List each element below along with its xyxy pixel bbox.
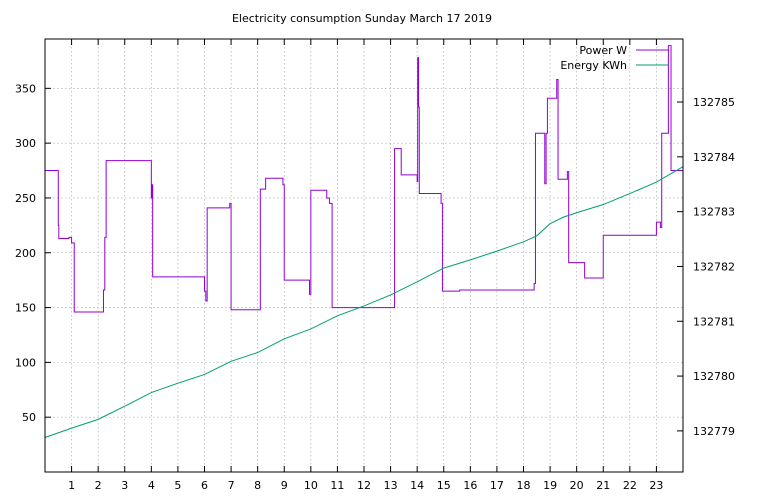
y2-tick-label: 132785 xyxy=(693,96,735,109)
x-tick-label: 11 xyxy=(330,479,344,492)
x-tick-label: 23 xyxy=(649,479,663,492)
y-tick-label: 50 xyxy=(22,411,36,424)
y2-tick-label: 132780 xyxy=(693,370,735,383)
chart-title: Electricity consumption Sunday March 17 … xyxy=(232,12,492,25)
x-tick-label: 8 xyxy=(254,479,261,492)
x-tick-label: 1 xyxy=(68,479,75,492)
x-tick-label: 2 xyxy=(95,479,102,492)
y2-tick-label: 132783 xyxy=(693,206,735,219)
x-tick-label: 14 xyxy=(410,479,424,492)
x-tick-label: 12 xyxy=(357,479,371,492)
y-tick-label: 200 xyxy=(15,247,36,260)
x-tick-label: 10 xyxy=(304,479,318,492)
x-tick-label: 19 xyxy=(543,479,557,492)
y-tick-label: 250 xyxy=(15,192,36,205)
x-tick-label: 22 xyxy=(623,479,637,492)
legend-label-power-w: Power W xyxy=(579,44,627,57)
y2-tick-label: 132781 xyxy=(693,315,735,328)
x-tick-label: 6 xyxy=(201,479,208,492)
y2-tick-label: 132779 xyxy=(693,425,735,438)
x-tick-label: 15 xyxy=(437,479,451,492)
data-series xyxy=(44,45,684,438)
x-tick-label: 17 xyxy=(490,479,504,492)
x-tick-label: 5 xyxy=(174,479,181,492)
x-tick-label: 3 xyxy=(121,479,128,492)
y2-tick-label: 132782 xyxy=(693,260,735,273)
energy-kwh-series-line xyxy=(44,166,684,438)
x-tick-label: 13 xyxy=(384,479,398,492)
y-tick-label: 100 xyxy=(15,356,36,369)
power-w-series-line xyxy=(45,45,683,313)
y2-tick-label: 132784 xyxy=(693,151,735,164)
x-tick-label: 16 xyxy=(463,479,477,492)
x-tick-label: 20 xyxy=(570,479,584,492)
y-tick-label: 150 xyxy=(15,302,36,315)
grid-lines xyxy=(45,39,683,472)
x-tick-label: 7 xyxy=(228,479,235,492)
y-tick-label: 350 xyxy=(15,82,36,95)
legend: Power W Energy KWh xyxy=(560,44,668,72)
x-tick-label: 9 xyxy=(281,479,288,492)
y-tick-label: 300 xyxy=(15,137,36,150)
x-tick-label: 18 xyxy=(517,479,531,492)
legend-label-energy-kwh: Energy KWh xyxy=(560,59,627,72)
x-tick-label: 4 xyxy=(148,479,155,492)
axis-ticks: 1 2 3 4 5 6 7 8 9 10 11 12 13 14 15 16 17 18 19 20 21 22 23501… xyxy=(15,39,735,492)
x-tick-label: 21 xyxy=(596,479,610,492)
